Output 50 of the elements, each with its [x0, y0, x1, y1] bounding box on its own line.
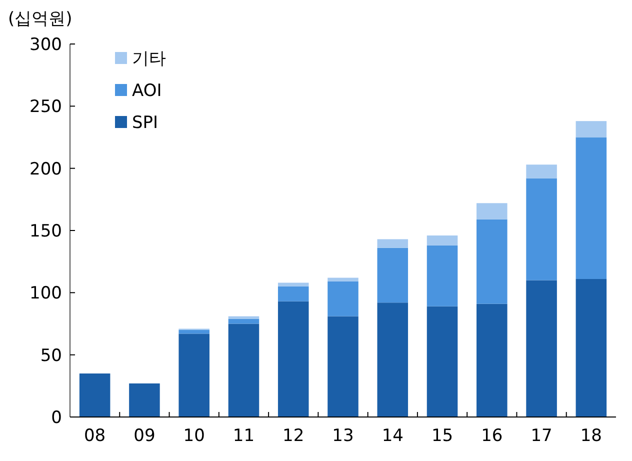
bar	[426, 245, 458, 306]
y-tick-label: 50	[40, 346, 62, 366]
x-tick-label: 15	[431, 426, 454, 446]
x-tick-label: 09	[134, 426, 156, 446]
bar	[278, 282, 309, 286]
bar	[178, 334, 210, 417]
bar	[476, 203, 508, 220]
bar	[79, 373, 110, 417]
bar	[228, 318, 260, 324]
bar	[228, 316, 260, 319]
bar	[476, 219, 508, 304]
bar	[328, 278, 358, 282]
bar	[228, 324, 260, 417]
bar	[328, 316, 358, 417]
y-tick-label: 200	[30, 159, 62, 180]
x-tick-label: 16	[481, 426, 503, 446]
x-tick-label: 10	[183, 426, 205, 446]
bar	[278, 301, 309, 417]
bar	[426, 306, 458, 417]
legend-label: SPI	[132, 112, 158, 133]
bar	[576, 137, 607, 279]
bar	[178, 330, 210, 334]
y-tick-label: 0	[51, 408, 62, 428]
x-tick-label: 17	[530, 426, 552, 446]
bar	[476, 304, 508, 417]
y-tick-label: 100	[30, 284, 62, 304]
x-tick-label: 08	[84, 426, 106, 446]
x-tick-label: 13	[332, 426, 354, 446]
y-tick-label: 250	[30, 97, 62, 118]
y-axis-title: (십억원)	[8, 9, 72, 29]
bar	[328, 281, 358, 316]
bar	[526, 178, 557, 280]
bar	[426, 235, 458, 246]
legend-label: AOI	[132, 80, 162, 101]
x-tick-label: 18	[580, 426, 602, 446]
bar	[377, 239, 408, 248]
bar	[129, 383, 160, 417]
x-tick-label: 11	[232, 426, 255, 446]
bar	[377, 302, 408, 417]
bar	[576, 278, 607, 417]
x-tick-label: 14	[382, 426, 404, 446]
bar	[278, 286, 309, 302]
bar	[526, 164, 557, 178]
x-tick-label: 12	[282, 426, 304, 446]
bar	[377, 248, 408, 303]
bar	[576, 121, 607, 138]
y-tick-label: 150	[30, 221, 62, 242]
legend-label: 기타	[132, 48, 166, 69]
y-tick-label: 300	[30, 34, 62, 55]
bar	[526, 280, 557, 417]
